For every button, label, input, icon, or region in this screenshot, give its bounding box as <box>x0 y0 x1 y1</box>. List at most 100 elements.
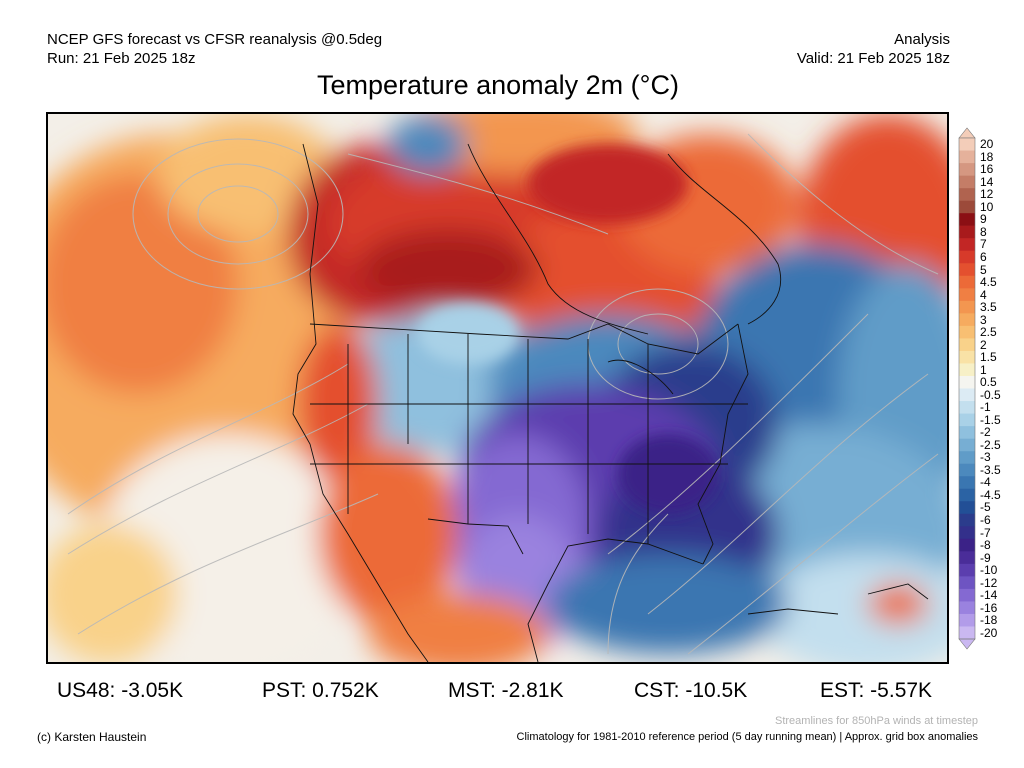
colorbar-cell <box>959 188 975 201</box>
anomaly-field <box>48 114 947 662</box>
colorbar-min-arrow <box>958 638 976 650</box>
colorbar-label: -20 <box>980 625 998 640</box>
climatology-note: Climatology for 1981-2010 reference peri… <box>516 731 978 743</box>
colorbar-cell <box>959 401 975 414</box>
colorbar-cell <box>959 325 975 339</box>
map-canvas <box>48 114 947 662</box>
stat-cst: CST: -10.5K <box>634 679 748 702</box>
colorbar-label: 3.5 <box>980 300 997 315</box>
colorbar-label: -10 <box>980 563 998 578</box>
colorbar-cell <box>959 563 975 577</box>
colorbar-cell <box>959 476 975 489</box>
colorbar-cell <box>959 526 975 540</box>
colorbar-cell <box>959 225 975 239</box>
stat-mst: MST: -2.81K <box>448 679 564 702</box>
colorbar-cell <box>959 138 975 151</box>
colorbar-label: -1 <box>980 400 991 415</box>
colorbar-label: -4 <box>980 475 991 490</box>
colorbar-label: -3.5 <box>980 462 1001 477</box>
colorbar-label: -9 <box>980 550 991 565</box>
colorbar-cell <box>959 313 975 327</box>
colorbar-label: 16 <box>980 162 994 177</box>
header-right: Analysis Valid: 21 Feb 2025 18z <box>797 30 950 68</box>
colorbar-label: -18 <box>980 613 998 628</box>
colorbar-label: 18 <box>980 149 994 164</box>
colorbar-cell <box>959 263 975 277</box>
colorbar-label: 12 <box>980 187 994 202</box>
colorbar-cell <box>959 175 975 189</box>
colorbar-cell <box>959 463 975 477</box>
colorbar-label: -1.5 <box>980 412 1001 427</box>
colorbar-cell <box>959 613 975 627</box>
anomaly-detail <box>418 144 718 514</box>
colorbar-label: -8 <box>980 538 991 553</box>
colorbar-label: -6 <box>980 513 991 527</box>
colorbar-cell <box>959 213 975 226</box>
colorbar-cell <box>959 513 975 527</box>
colorbar-label: -2 <box>980 425 991 440</box>
anomaly-map <box>46 112 949 664</box>
regional-stats: US48: -3.05K PST: 0.752K MST: -2.81K CST… <box>0 679 1024 705</box>
colorbar-cell <box>959 163 975 176</box>
colorbar-cell <box>959 601 975 615</box>
colorbar-label: 10 <box>980 199 994 214</box>
colorbar-label: -7 <box>980 525 991 540</box>
colorbar-label: 9 <box>980 212 987 227</box>
colorbar-label: -3 <box>980 450 991 465</box>
stat-est: EST: -5.57K <box>820 679 933 702</box>
colorbar-label: -5 <box>980 500 991 515</box>
colorbar-label: 6 <box>980 249 987 264</box>
colorbar-cell <box>959 488 975 502</box>
colorbar-label: 2 <box>980 337 987 352</box>
colorbar-cell <box>959 451 975 464</box>
colorbar-label: -4.5 <box>980 487 1001 502</box>
colorbar-outline <box>958 137 976 640</box>
colorbar-label: 2.5 <box>980 325 997 340</box>
colorbar-cell <box>959 250 975 264</box>
colorbar <box>958 127 976 650</box>
analysis-label: Analysis <box>894 31 950 48</box>
colorbar-cell <box>959 501 975 515</box>
colorbar-label: -2.5 <box>980 437 1001 452</box>
colorbar-cell <box>959 551 975 565</box>
colorbar-cell <box>959 150 975 164</box>
stat-us48: US48: -3.05K <box>57 679 184 702</box>
colorbar-cell <box>959 288 975 302</box>
colorbar-label: 3 <box>980 312 987 327</box>
colorbar-cell <box>959 413 975 427</box>
colorbar-label: 1 <box>980 362 987 377</box>
colorbar-max-arrow <box>958 127 976 139</box>
colorbar-cell <box>959 438 975 452</box>
colorbar-cell <box>959 238 975 252</box>
valid-time: Valid: 21 Feb 2025 18z <box>796 50 950 67</box>
colorbar-cell <box>959 338 975 352</box>
colorbar-label: 1.5 <box>980 350 997 365</box>
credit: (c) Karsten Haustein <box>37 730 147 744</box>
colorbar-cell <box>959 426 975 439</box>
colorbar-cell <box>959 388 975 402</box>
colorbar-label: -12 <box>980 575 998 590</box>
colorbar-label: 4 <box>980 287 987 302</box>
coastlines-borders <box>292 143 929 662</box>
map-title: Temperature anomaly 2m (°C) <box>317 70 679 100</box>
colorbar-cell <box>959 626 975 640</box>
colorbar-cell <box>959 275 975 289</box>
header-left: NCEP GFS forecast vs CFSR reanalysis @0.… <box>47 30 382 68</box>
colorbar-label: -14 <box>980 588 998 603</box>
colorbar-label: 5 <box>980 262 987 277</box>
colorbar-label: 8 <box>980 224 987 239</box>
colorbar-cell <box>959 588 975 602</box>
streamline-note: Streamlines for 850hPa winds at timestep <box>775 715 978 727</box>
colorbar-cell <box>959 300 975 314</box>
colorbar-label: 14 <box>980 174 994 189</box>
colorbar-cell <box>959 363 975 377</box>
colorbar-label: -16 <box>980 600 998 615</box>
stat-pst: PST: 0.752K <box>262 679 379 702</box>
run-time: Run: 21 Feb 2025 18z <box>47 50 196 67</box>
colorbar-label: 7 <box>980 237 987 252</box>
colorbar-cell <box>959 576 975 590</box>
colorbar-cell <box>959 350 975 364</box>
colorbar-label: 0.5 <box>980 375 997 390</box>
colorbar-cell <box>959 538 975 552</box>
model-description: NCEP GFS forecast vs CFSR reanalysis @0.… <box>47 31 383 48</box>
